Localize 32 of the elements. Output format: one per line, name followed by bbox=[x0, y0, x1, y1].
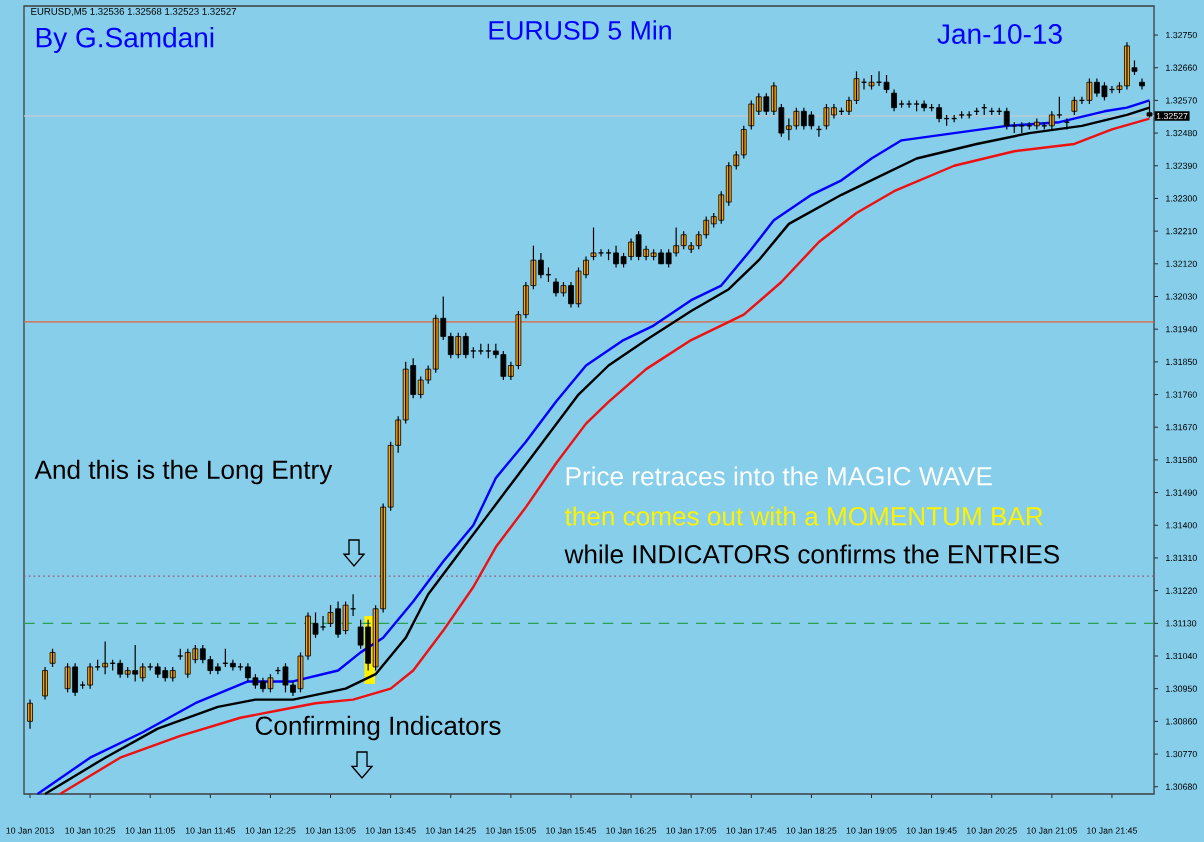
candlestick bbox=[673, 226, 680, 258]
candlestick bbox=[207, 655, 214, 675]
candlestick bbox=[139, 662, 146, 683]
candlestick bbox=[267, 673, 274, 693]
candlestick bbox=[665, 248, 672, 269]
candlestick bbox=[282, 662, 289, 693]
annotation: while INDICATORS confirms the ENTRIES bbox=[564, 544, 1059, 564]
annotation: Jan-10-13 bbox=[937, 24, 1062, 44]
candlestick bbox=[680, 230, 687, 250]
candlestick bbox=[199, 644, 206, 664]
chart-title: EURUSD 5 Min bbox=[489, 20, 671, 40]
annotation: Price retraces into the MAGIC WAVE bbox=[566, 466, 992, 486]
candlestick bbox=[64, 662, 71, 693]
candlestick bbox=[342, 600, 349, 635]
candlestick bbox=[117, 659, 124, 679]
candlestick bbox=[132, 644, 139, 683]
candlestick bbox=[1056, 96, 1063, 120]
annotation: then comes out with a MOMENTUM BAR bbox=[564, 506, 1043, 526]
candlestick bbox=[1086, 78, 1093, 105]
annotation: And this is the Long Entry bbox=[34, 459, 333, 485]
candlestick bbox=[590, 226, 597, 261]
annotation: Confirming Indicators bbox=[255, 715, 501, 741]
candlestick bbox=[808, 110, 815, 131]
candlestick bbox=[1071, 96, 1078, 116]
annotation: By G.Samdani bbox=[36, 26, 214, 54]
candlestick bbox=[1101, 81, 1108, 102]
candlestick bbox=[883, 74, 890, 94]
candlestick bbox=[763, 92, 770, 116]
candlestick bbox=[49, 648, 56, 668]
candlestick bbox=[740, 125, 747, 160]
candlestick bbox=[823, 103, 830, 131]
candlestick bbox=[635, 230, 642, 261]
